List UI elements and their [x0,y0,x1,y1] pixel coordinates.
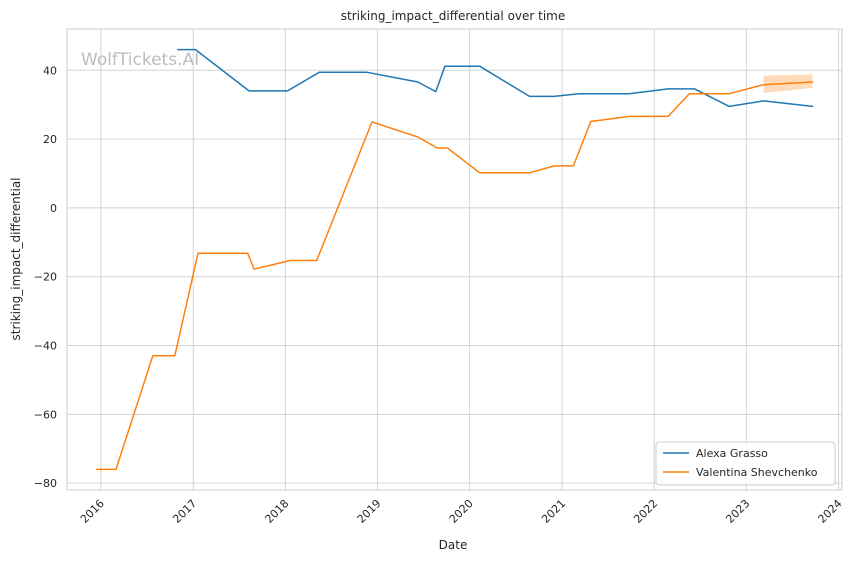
series-line-valentina-shevchenko [95,81,814,471]
series-lines [95,48,814,471]
legend-label-alexa-grasso: Alexa Grasso [696,447,768,460]
y-tick-label: 40 [43,64,57,77]
y-tick-label: 20 [43,133,57,146]
series-line-alexa-grasso [177,48,814,108]
chart-title: striking_impact_differential over time [341,9,566,23]
plot-frame [66,28,843,491]
legend: Alexa Grasso Valentina Shevchenko [655,441,836,486]
x-axis-title: Date [439,538,468,552]
y-tick-label: 0 [50,202,57,215]
watermark-text: WolfTickets.AI [81,50,199,70]
y-tick-label: −80 [34,477,57,490]
y-tick-label: −60 [34,408,57,421]
y-tick-label: −20 [34,271,57,284]
plot-area [67,29,842,490]
y-tick-label: −40 [34,340,57,353]
y-axis-title: striking_impact_differential [9,177,23,340]
legend-box [655,441,836,486]
grid [67,29,842,490]
y-axis-ticks: 40 20 0 −20 −40 −60 −80 [34,64,57,490]
legend-label-valentina-shevchenko: Valentina Shevchenko [696,466,818,479]
